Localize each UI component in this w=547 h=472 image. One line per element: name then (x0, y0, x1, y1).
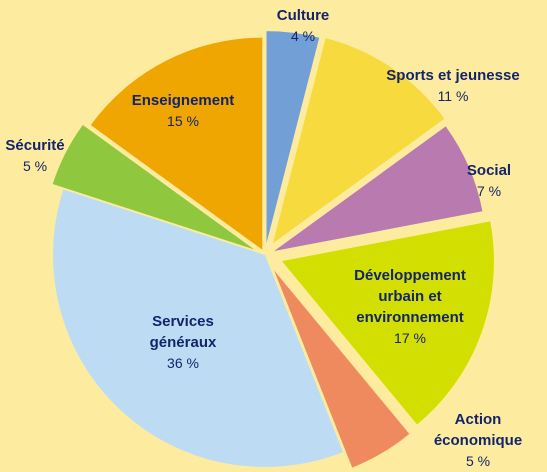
pie-slice (274, 126, 483, 252)
pie-slice (90, 37, 263, 250)
slice-label: Action économique (434, 411, 522, 449)
pie-slice (272, 38, 445, 244)
pie-slice (281, 221, 494, 425)
slice-value: 36 % (167, 355, 199, 371)
slice-value: 11 % (438, 88, 469, 104)
slice-value: 17 % (394, 330, 426, 346)
slice-label: Sécurité (5, 137, 64, 154)
slice-value: 15 % (167, 113, 199, 129)
slice-label: Développement urbain et environnement (354, 267, 466, 326)
slice-label: Sports et jeunesse (386, 67, 519, 84)
pie-slice (274, 270, 410, 468)
pie-slice (52, 124, 255, 250)
slice-label: Culture (277, 7, 330, 24)
slice-label: Social (467, 162, 511, 179)
pie-slice (52, 189, 344, 467)
slice-value: 5 % (23, 158, 47, 174)
slice-label: Enseignement (132, 92, 235, 109)
slice-value: 5 % (466, 453, 490, 469)
pie-slice (266, 31, 320, 244)
slice-value: 4 % (291, 28, 315, 44)
slice-label: Services généraux (150, 313, 217, 351)
slice-value: 7 % (477, 183, 501, 199)
